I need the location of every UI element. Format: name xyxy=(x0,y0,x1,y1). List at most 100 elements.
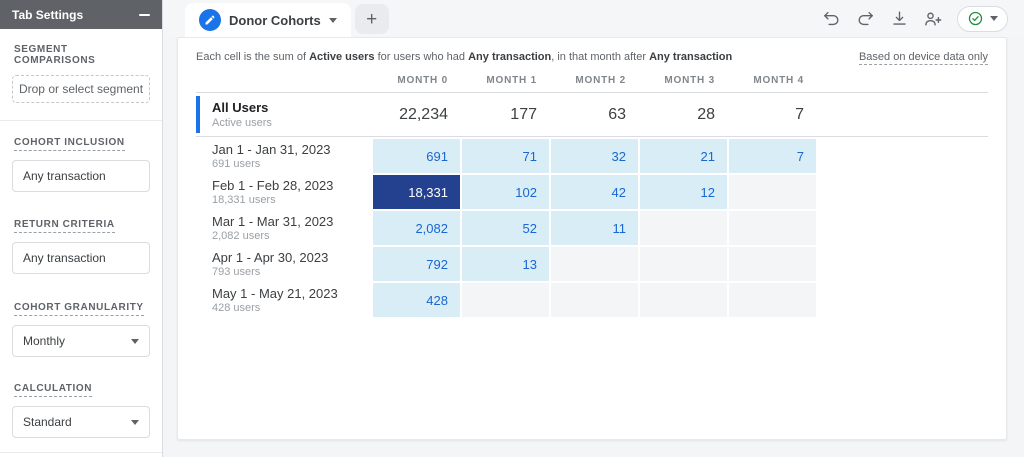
row-label: Mar 1 - Mar 31, 2023 xyxy=(212,213,334,229)
minimize-icon[interactable] xyxy=(139,13,150,16)
cohort-cell-empty xyxy=(729,211,816,245)
cohort-row: Feb 1 - Feb 28, 2023 18,331 users 18,331… xyxy=(196,175,988,209)
explainer-text: , in that month after xyxy=(551,51,650,63)
tab-caret-icon[interactable] xyxy=(328,17,337,23)
summary-sublabel: Active users xyxy=(212,116,272,129)
cohort-row: Jan 1 - Jan 31, 2023 691 users 691 71 32… xyxy=(196,139,988,173)
row-label: Apr 1 - Apr 30, 2023 xyxy=(212,249,329,265)
summary-value: 177 xyxy=(510,105,537,123)
summary-label: All Users xyxy=(212,99,269,115)
segment-dropzone[interactable]: Drop or select segment xyxy=(12,75,150,103)
cohort-cell[interactable]: 2,082 xyxy=(373,211,460,245)
tab-strip: Donor Cohorts + xyxy=(163,0,1024,37)
cohort-cell-empty xyxy=(640,247,727,281)
summary-value: 22,234 xyxy=(399,105,448,123)
cohort-cell-empty xyxy=(640,211,727,245)
cohort-inclusion-value[interactable]: Any transaction xyxy=(12,160,150,192)
column-header: MONTH 4 xyxy=(753,75,804,86)
cohort-row: May 1 - May 21, 2023 428 users 428 xyxy=(196,283,988,317)
cohort-cell[interactable]: 13 xyxy=(462,247,549,281)
explainer-metric: Active users xyxy=(309,51,375,63)
cohort-cell[interactable]: 11 xyxy=(551,211,638,245)
cohort-cell-empty xyxy=(729,175,816,209)
row-label: May 1 - May 21, 2023 xyxy=(212,285,338,301)
caret-down-icon xyxy=(131,419,139,425)
summary-value: 63 xyxy=(608,105,626,123)
cohort-inclusion-label: COHORT INCLUSION xyxy=(14,137,125,151)
cohort-cell-empty xyxy=(462,283,549,317)
row-sublabel: 2,082 users xyxy=(212,229,270,242)
divider xyxy=(0,120,162,121)
saved-status-button[interactable] xyxy=(957,5,1008,32)
cohort-explainer: Each cell is the sum of Active users for… xyxy=(196,51,732,63)
cohort-row: Mar 1 - Mar 31, 2023 2,082 users 2,082 5… xyxy=(196,211,988,245)
redo-icon[interactable] xyxy=(855,9,875,29)
tab-settings-header: Tab Settings xyxy=(0,0,162,29)
cohort-cell[interactable]: 32 xyxy=(551,139,638,173)
column-header: MONTH 1 xyxy=(486,75,537,86)
calculation-label: CALCULATION xyxy=(14,383,93,397)
explainer-criteria: Any transaction xyxy=(468,51,552,63)
row-sublabel: 18,331 users xyxy=(212,193,276,206)
cohort-cell[interactable]: 18,331 xyxy=(373,175,460,209)
return-criteria-value[interactable]: Any transaction xyxy=(12,242,150,274)
device-data-note[interactable]: Based on device data only xyxy=(858,51,988,65)
cohort-cell-empty xyxy=(551,283,638,317)
calculation-select[interactable]: Standard xyxy=(12,406,150,438)
tab-settings-panel: Tab Settings SEGMENT COMPARISONS Drop or… xyxy=(0,0,163,457)
row-sublabel: 691 users xyxy=(212,157,261,170)
tab-settings-body: SEGMENT COMPARISONS Drop or select segme… xyxy=(0,29,162,457)
cohort-cell[interactable]: 12 xyxy=(640,175,727,209)
cohort-cell-empty xyxy=(640,283,727,317)
cohort-cell[interactable]: 71 xyxy=(462,139,549,173)
row-sublabel: 428 users xyxy=(212,301,261,314)
cohort-cell[interactable]: 7 xyxy=(729,139,816,173)
green-check-icon xyxy=(968,11,983,26)
panel-title: Tab Settings xyxy=(12,7,84,22)
cohort-cell[interactable]: 52 xyxy=(462,211,549,245)
explainer-text: for users who had xyxy=(374,51,469,63)
cohort-header-row: MONTH 0 MONTH 1 MONTH 2 MONTH 3 MONTH 4 xyxy=(196,75,988,93)
cohort-cell[interactable]: 691 xyxy=(373,139,460,173)
cohort-row: Apr 1 - Apr 30, 2023 793 users 792 13 xyxy=(196,247,988,281)
cohort-granularity-select[interactable]: Monthly xyxy=(12,325,150,357)
add-tab-button[interactable]: + xyxy=(354,4,389,34)
cohort-granularity-value: Monthly xyxy=(23,334,66,348)
explainer-criteria: Any transaction xyxy=(649,51,733,63)
undo-icon[interactable] xyxy=(821,9,841,29)
cohort-cell[interactable]: 42 xyxy=(551,175,638,209)
divider xyxy=(0,452,162,453)
summary-row: All Users Active users 22,234 177 63 28 … xyxy=(196,93,988,137)
caret-down-icon xyxy=(131,338,139,344)
row-sublabel: 793 users xyxy=(212,265,261,278)
cohort-granularity-label: COHORT GRANULARITY xyxy=(14,302,144,316)
cohort-cell-empty xyxy=(729,247,816,281)
summary-value: 28 xyxy=(697,105,715,123)
cohort-cell[interactable]: 21 xyxy=(640,139,727,173)
row-label: Feb 1 - Feb 28, 2023 xyxy=(212,177,334,193)
column-header: MONTH 2 xyxy=(575,75,626,86)
summary-value: 7 xyxy=(795,105,804,123)
tab-label: Donor Cohorts xyxy=(229,12,321,28)
status-caret-icon xyxy=(990,16,998,21)
exploration-card: Each cell is the sum of Active users for… xyxy=(177,37,1007,440)
tab-donor-cohorts[interactable]: Donor Cohorts xyxy=(185,3,351,37)
cohort-cell-empty xyxy=(729,283,816,317)
card-header: Each cell is the sum of Active users for… xyxy=(178,38,1006,69)
return-criteria-label: RETURN CRITERIA xyxy=(14,219,115,233)
cohort-cell[interactable]: 102 xyxy=(462,175,549,209)
segment-comparisons-label: SEGMENT COMPARISONS xyxy=(14,44,96,66)
pencil-icon xyxy=(199,9,221,31)
cohort-table: MONTH 0 MONTH 1 MONTH 2 MONTH 3 MONTH 4 … xyxy=(178,69,1006,317)
explainer-text: Each cell is the sum of xyxy=(196,51,310,63)
share-users-icon[interactable] xyxy=(923,9,943,29)
row-label: Jan 1 - Jan 31, 2023 xyxy=(212,141,331,157)
cohort-cell[interactable]: 428 xyxy=(373,283,460,317)
column-header: MONTH 3 xyxy=(664,75,715,86)
download-icon[interactable] xyxy=(889,9,909,29)
main-area: Donor Cohorts + Eac xyxy=(163,0,1024,457)
cohort-cell-empty xyxy=(551,247,638,281)
calculation-value: Standard xyxy=(23,415,72,429)
cohort-cell[interactable]: 792 xyxy=(373,247,460,281)
accent-bar xyxy=(196,96,200,133)
